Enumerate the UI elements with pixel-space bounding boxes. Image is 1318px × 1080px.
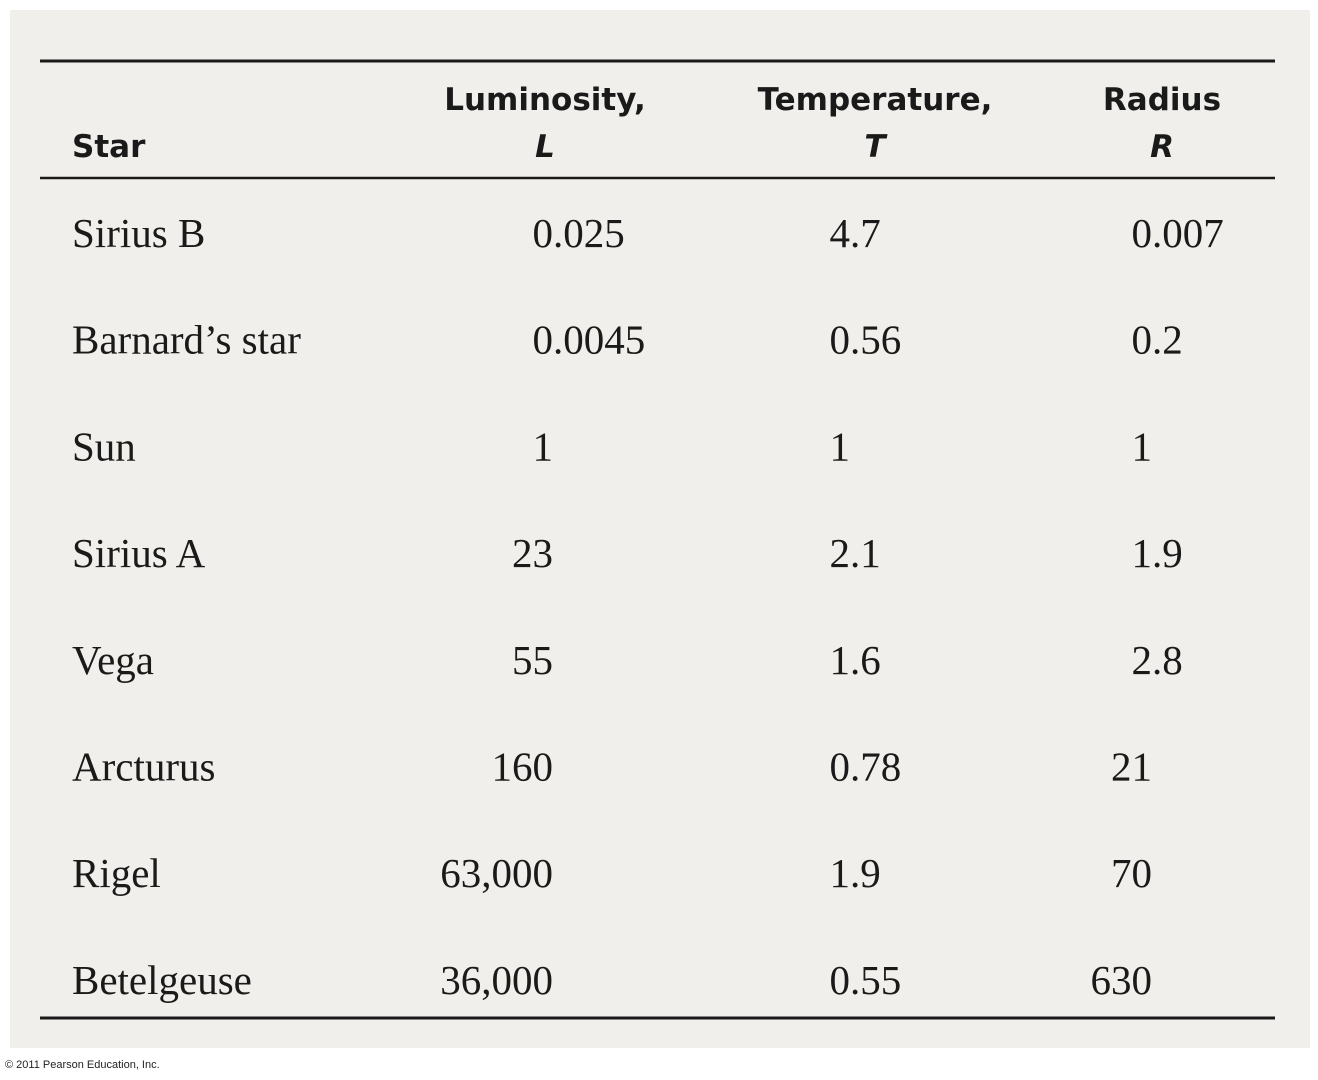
cell-value: 1	[1132, 423, 1153, 469]
cell-value: 0.56	[830, 317, 902, 363]
cell-value: 1	[533, 423, 554, 469]
cell-value: 630	[1091, 957, 1153, 1003]
cell-value: 0.007	[1132, 210, 1224, 256]
column-header: Luminosity,	[444, 82, 646, 118]
cell-value: 55	[512, 637, 553, 683]
cell-value: 0.2	[1132, 317, 1183, 363]
cell-value: 70	[1111, 850, 1152, 896]
column-header: Radius	[1103, 82, 1221, 118]
star-name: Vega	[72, 637, 154, 683]
panel	[10, 10, 1310, 1048]
cell-value: 1.9	[830, 850, 881, 896]
cell-value: 36,000	[440, 957, 553, 1003]
star-name: Sun	[72, 423, 136, 469]
cell-value: 21	[1111, 744, 1152, 790]
star-name: Rigel	[72, 850, 161, 896]
star-name: Barnard’s star	[72, 317, 301, 363]
column-symbol: T	[864, 129, 888, 165]
cell-value: 0.025	[533, 210, 625, 256]
cell-value: 0.78	[830, 744, 902, 790]
column-symbol: L	[535, 129, 555, 165]
star-name: Sirius B	[72, 210, 205, 256]
cell-value: 1.6	[830, 637, 881, 683]
star-name: Sirius A	[72, 530, 206, 576]
copyright: © 2011 Pearson Education, Inc.	[5, 1059, 160, 1071]
cell-value: 0.0045	[533, 317, 646, 363]
cell-value: 1.9	[1132, 530, 1183, 576]
cell-value: 4.7	[830, 210, 881, 256]
column-header: Temperature,	[758, 82, 993, 118]
cell-value: 2.8	[1132, 637, 1183, 683]
column-symbol: R	[1150, 129, 1174, 165]
star-name: Betelgeuse	[72, 957, 252, 1003]
cell-value: 0.55	[830, 957, 902, 1003]
cell-value: 63,000	[440, 850, 553, 896]
cell-value: 2.1	[830, 530, 881, 576]
cell-value: 23	[512, 530, 553, 576]
column-header: Star	[72, 129, 146, 165]
star-name: Arcturus	[72, 744, 215, 790]
cell-value: 160	[492, 744, 554, 790]
cell-value: 1	[830, 423, 851, 469]
